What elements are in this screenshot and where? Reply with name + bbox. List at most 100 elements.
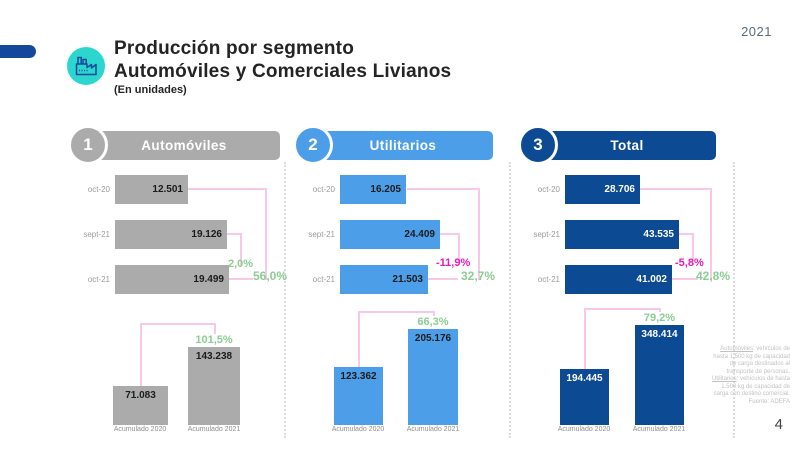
connector-line [428, 278, 458, 280]
accumulated-chart: 101,5% 71.083 143.238 Acumulado 2020 Acu… [65, 308, 280, 440]
connector-line [458, 233, 460, 261]
axis-label: Acumulado 2020 [331, 426, 385, 433]
connector-line [358, 311, 360, 368]
pct-vs-prev-month: -11,9% [436, 257, 471, 269]
connector-line [240, 233, 242, 266]
bar-value: 19.499 [193, 274, 224, 285]
factory-icon [67, 47, 105, 85]
bar-acumulado-2020: 71.083 [113, 386, 168, 425]
title-line-1: Producción por segmento [114, 38, 355, 59]
accumulated-chart: 79,2% 194.445 348.414 Acumulado 2020 Acu… [515, 308, 730, 440]
bar-row: oct-21 21.503 [290, 265, 428, 294]
column-separator [284, 162, 286, 438]
connector-line [440, 233, 458, 235]
category-label: sept-21 [533, 230, 560, 239]
bar-value: 194.445 [566, 373, 603, 384]
connector-line [672, 278, 698, 280]
accumulated-pct: 101,5% [195, 334, 233, 346]
page-number: 4 [774, 416, 783, 433]
connector-line [140, 323, 142, 386]
bar-value: 12.501 [152, 184, 183, 195]
footnote-source: Fuente: ADEFA [748, 398, 790, 405]
bar-value: 28.706 [604, 184, 635, 195]
bar-value: 21.503 [392, 274, 423, 285]
footnote: Automóviles: vehículos de hasta 1.500 kg… [708, 346, 790, 406]
accumulated-pct: 79,2% [643, 312, 676, 324]
bar-sept-21: 43.535 [565, 220, 679, 249]
category-label: oct-21 [312, 275, 335, 284]
connector-line [214, 323, 216, 334]
panel-title: Utilitarios [369, 138, 437, 153]
connector-line [358, 311, 433, 313]
axis-label: Acumulado 2021 [632, 426, 686, 433]
connector-line [679, 233, 692, 235]
bar-value: 143.238 [195, 351, 233, 362]
connector-line [140, 323, 214, 325]
panel-utilitarios: Utilitarios 2 oct-20 16.205 sept-21 24.4… [290, 120, 505, 450]
footnote-utilitarios: Utilitarios: vehículos de hasta 1.500 kg… [711, 376, 790, 397]
panel-header-utilitarios: Utilitarios [313, 131, 493, 160]
accumulated-pct: 66,3% [417, 316, 449, 328]
category-label: sept-21 [83, 230, 110, 239]
bar-row: oct-21 19.499 [65, 265, 229, 294]
bar-value: 41.002 [636, 274, 667, 285]
pct-vs-prev-month: 2,0% [228, 258, 254, 270]
category-label: oct-21 [537, 275, 560, 284]
bar-oct-20: 16.205 [340, 175, 406, 204]
category-label: oct-21 [87, 275, 110, 284]
connector-line [640, 188, 710, 190]
panel-title: Automóviles [141, 138, 227, 153]
panel-title: Total [610, 138, 644, 153]
bar-oct-21: 19.499 [115, 265, 229, 294]
axis-label: Acumulado 2020 [113, 426, 167, 433]
connector-line [584, 308, 586, 369]
panel-total: Total 3 oct-20 28.706 sept-21 43.535 oct… [515, 120, 730, 450]
connector-line [188, 188, 265, 190]
connector-line [407, 188, 478, 190]
connector-line [710, 188, 712, 280]
bar-acumulado-2020: 194.445 [560, 369, 609, 425]
pct-vs-year-ago: 42,8% [696, 269, 731, 283]
connector-line [692, 233, 694, 261]
category-label: oct-20 [312, 185, 335, 194]
pct-vs-year-ago: 56,0% [253, 269, 288, 283]
bar-sept-21: 19.126 [115, 220, 227, 249]
bar-value: 24.409 [404, 229, 435, 240]
connector-line [659, 308, 661, 312]
bar-oct-20: 12.501 [115, 175, 188, 204]
panel-automoviles: Automóviles 1 oct-20 12.501 sept-21 19.1… [65, 120, 287, 450]
axis-label: Acumulado 2021 [406, 426, 460, 433]
accumulated-chart: 66,3% 123.362 205.176 Acumulado 2020 Acu… [290, 308, 505, 440]
bar-row: sept-21 24.409 [290, 220, 440, 249]
bar-row: oct-21 41.002 [515, 265, 672, 294]
bar-acumulado-2020: 123.362 [334, 367, 383, 425]
bar-oct-21: 41.002 [565, 265, 672, 294]
title-line-2: Automóviles y Comerciales Livianos [114, 61, 452, 82]
category-label: oct-20 [537, 185, 560, 194]
bar-row: sept-21 43.535 [515, 220, 679, 249]
panel-header-total: Total [538, 131, 716, 160]
column-separator [509, 162, 511, 438]
pct-vs-year-ago: 32,7% [461, 269, 496, 283]
bar-row: oct-20 28.706 [515, 175, 640, 204]
connector-line [478, 188, 480, 280]
panel-header-automoviles: Automóviles [88, 131, 280, 160]
title-units: (En unidades) [114, 84, 187, 96]
connector-line [227, 233, 240, 235]
bar-acumulado-2021: 143.238 [188, 347, 240, 425]
axis-label: Acumulado 2021 [187, 426, 241, 433]
bar-oct-21: 21.503 [340, 265, 428, 294]
axis-label: Acumulado 2020 [557, 426, 611, 433]
panel-number-badge: 3 [518, 125, 558, 165]
connector-line [229, 278, 253, 280]
footnote-automoviles: Automóviles: vehículos de hasta 1.500 kg… [713, 346, 790, 375]
bar-row: sept-21 19.126 [65, 220, 227, 249]
bar-value: 123.362 [340, 371, 377, 382]
connector-line [584, 308, 659, 310]
category-label: oct-20 [87, 185, 110, 194]
page-title: Producción por segmento Automóviles y Co… [114, 37, 451, 96]
bar-acumulado-2021: 348.414 [635, 325, 684, 425]
connector-line [433, 311, 435, 316]
bar-value: 43.535 [643, 229, 674, 240]
